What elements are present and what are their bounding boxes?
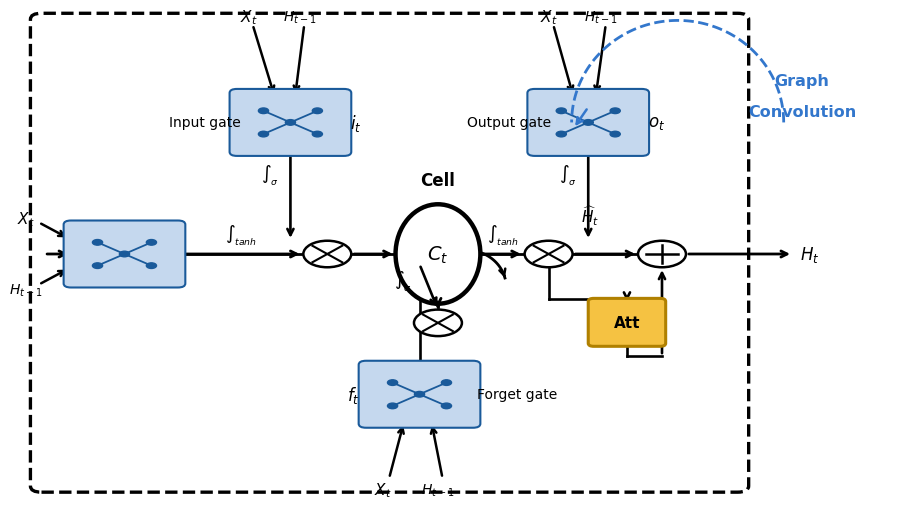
Circle shape bbox=[119, 251, 130, 258]
Text: $X_t$: $X_t$ bbox=[539, 9, 558, 27]
Text: $X_t$: $X_t$ bbox=[373, 480, 392, 499]
Circle shape bbox=[556, 132, 566, 137]
FancyBboxPatch shape bbox=[64, 221, 185, 288]
Text: $X_t$: $X_t$ bbox=[240, 9, 258, 27]
Circle shape bbox=[313, 132, 323, 137]
FancyBboxPatch shape bbox=[588, 299, 666, 347]
Circle shape bbox=[92, 263, 102, 269]
Circle shape bbox=[258, 109, 268, 115]
Text: $H_{t-1}$: $H_{t-1}$ bbox=[585, 10, 618, 26]
Text: $f_t$: $f_t$ bbox=[347, 384, 360, 405]
Text: $\int_{tanh}$: $\int_{tanh}$ bbox=[225, 223, 256, 247]
Text: $\int_{\sigma}$: $\int_{\sigma}$ bbox=[394, 269, 412, 294]
Text: $X_t$: $X_t$ bbox=[17, 210, 35, 228]
Circle shape bbox=[147, 263, 157, 269]
Circle shape bbox=[258, 132, 268, 137]
Circle shape bbox=[387, 380, 397, 386]
Text: Cell: Cell bbox=[420, 172, 455, 190]
FancyBboxPatch shape bbox=[230, 90, 351, 157]
Circle shape bbox=[285, 120, 296, 126]
Text: $H_{t-1}$: $H_{t-1}$ bbox=[283, 10, 316, 26]
Text: Convolution: Convolution bbox=[748, 104, 857, 120]
Circle shape bbox=[147, 240, 157, 246]
FancyBboxPatch shape bbox=[527, 90, 649, 157]
Circle shape bbox=[414, 391, 425, 398]
Text: $H_{t-1}$: $H_{t-1}$ bbox=[421, 482, 455, 498]
Circle shape bbox=[414, 310, 462, 336]
Circle shape bbox=[313, 109, 323, 115]
Circle shape bbox=[525, 241, 573, 268]
Text: Forget gate: Forget gate bbox=[477, 387, 557, 402]
Text: $H_{t-1}$: $H_{t-1}$ bbox=[9, 282, 42, 298]
Text: Output gate: Output gate bbox=[467, 116, 550, 130]
Circle shape bbox=[387, 403, 397, 409]
Circle shape bbox=[610, 109, 621, 115]
Text: $\int_{\sigma}$: $\int_{\sigma}$ bbox=[261, 163, 279, 188]
Circle shape bbox=[303, 241, 351, 268]
Circle shape bbox=[92, 240, 102, 246]
Circle shape bbox=[442, 380, 452, 386]
FancyBboxPatch shape bbox=[359, 361, 480, 428]
Ellipse shape bbox=[396, 205, 480, 304]
Circle shape bbox=[638, 241, 686, 268]
Circle shape bbox=[610, 132, 621, 137]
Circle shape bbox=[442, 403, 452, 409]
Text: Input gate: Input gate bbox=[169, 116, 241, 130]
Text: Att: Att bbox=[614, 315, 640, 330]
Text: $\int_{\sigma}$: $\int_{\sigma}$ bbox=[559, 163, 577, 188]
Circle shape bbox=[583, 120, 594, 126]
Text: $C_t$: $C_t$ bbox=[427, 244, 449, 265]
Text: $\widehat{H}_t$: $\widehat{H}_t$ bbox=[581, 205, 599, 228]
Circle shape bbox=[556, 109, 566, 115]
Text: $\int_{tanh}$: $\int_{tanh}$ bbox=[487, 223, 518, 247]
Text: $o_t$: $o_t$ bbox=[648, 114, 666, 132]
Text: Graph: Graph bbox=[774, 74, 830, 89]
Text: $H_t$: $H_t$ bbox=[800, 244, 820, 265]
Text: $i_t$: $i_t$ bbox=[350, 112, 362, 134]
